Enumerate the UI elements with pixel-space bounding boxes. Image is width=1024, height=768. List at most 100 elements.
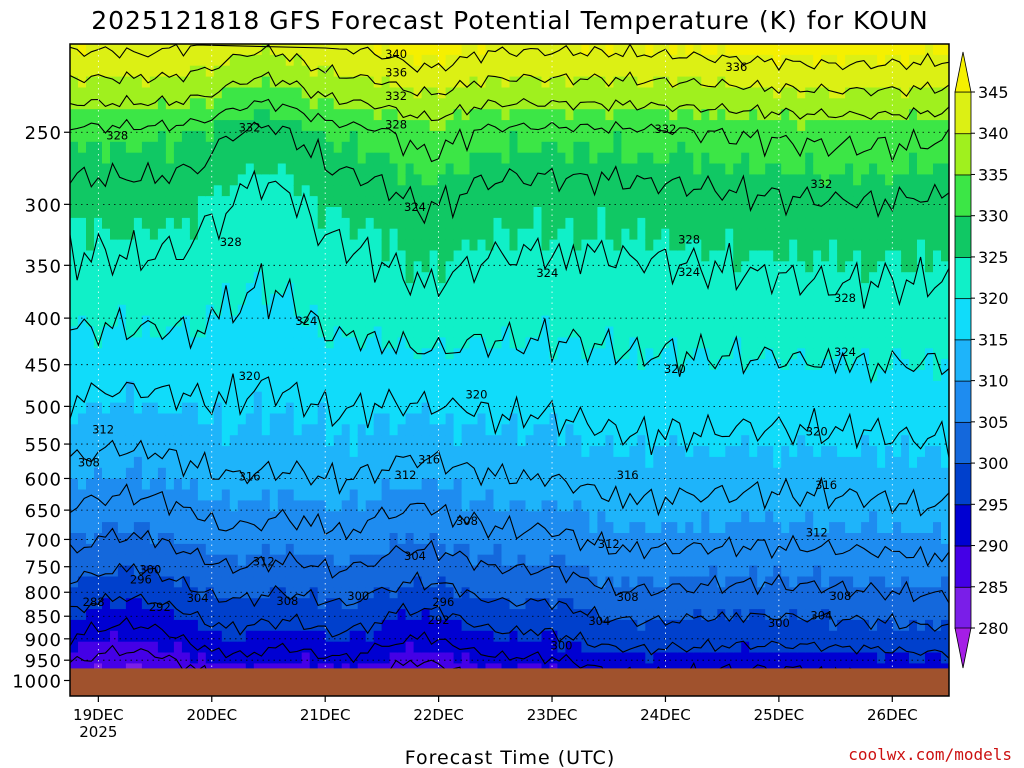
x-tick-label: 24DEC	[640, 706, 691, 724]
colorbar-label: 340	[978, 124, 1009, 143]
contour-line	[70, 263, 949, 384]
contour-label: 308	[829, 589, 851, 603]
contour-label: 296	[432, 595, 454, 609]
contour-label: 328	[220, 235, 242, 249]
plot-frame	[69, 43, 950, 697]
contour-label: 300	[347, 589, 369, 603]
contour-label: 328	[106, 128, 128, 142]
contour-line	[70, 121, 949, 225]
contour-label: 324	[295, 314, 317, 328]
contour-line	[70, 98, 949, 163]
below-ground-shading	[70, 668, 949, 696]
colorbar-label: 330	[978, 207, 1009, 226]
contour-label: 316	[418, 453, 440, 467]
colorbar-label: 320	[978, 289, 1009, 308]
y-tick-label: 750	[25, 558, 62, 579]
contour-line	[70, 527, 949, 604]
contour-label: 312	[395, 468, 417, 482]
x-tick-label: 25DEC	[754, 706, 805, 724]
colorbar-label: 305	[978, 413, 1009, 432]
y-tick-label: 650	[25, 501, 62, 522]
contour-label: 328	[385, 117, 407, 131]
y-tick-label: 700	[25, 530, 62, 551]
colorbar-segment	[954, 586, 972, 629]
colorbar-extend-high	[954, 51, 972, 93]
y-tick-label: 850	[25, 607, 62, 628]
contour-label: 332	[385, 89, 407, 103]
contour-label: 300	[551, 638, 573, 652]
contour-label: 292	[149, 600, 171, 614]
x-tick-label: 20DEC	[186, 706, 237, 724]
contour-label: 312	[92, 422, 114, 436]
colorbar-segment	[954, 256, 972, 300]
contour-line	[70, 169, 949, 309]
x-tick-label: 19DEC	[73, 706, 124, 724]
x-tick-label: 21DEC	[300, 706, 351, 724]
contour-label: 340	[385, 47, 407, 61]
contour-label: 316	[239, 469, 261, 483]
contour-labels: 340 336 336 332 332 332 332 328 328 328 328 328 324 3…	[78, 47, 856, 653]
contour-label: 336	[725, 60, 747, 74]
contour-label: 324	[678, 265, 700, 279]
y-tick-label: 900	[25, 630, 62, 651]
y-axis-ticks: 2503003504004505005506006507007508008509…	[12, 123, 70, 692]
contour-label: 328	[678, 233, 700, 247]
contour-label: 300	[139, 562, 161, 576]
contour-label: 332	[654, 122, 676, 136]
y-tick-label: 500	[25, 397, 62, 418]
grid-lines	[70, 44, 949, 696]
contour-label: 308	[617, 590, 639, 604]
colorbar-segment	[954, 380, 972, 423]
colorbar-segment	[954, 174, 972, 217]
contour-label: 324	[404, 200, 426, 214]
colorbar-extend-low	[954, 627, 972, 669]
y-tick-label: 950	[25, 651, 62, 672]
contour-line	[70, 44, 949, 98]
contour-label: 316	[617, 468, 639, 482]
colorbar-segment	[954, 503, 972, 547]
colorbar-segment	[954, 132, 972, 176]
contour-line	[70, 562, 949, 632]
colorbar-segment	[954, 215, 972, 258]
colorbar-segment	[954, 338, 972, 382]
contour-label: 336	[385, 66, 407, 80]
y-tick-label: 400	[25, 309, 62, 330]
contour-label: 312	[598, 537, 620, 551]
x-tick-label: 22DEC	[413, 706, 464, 724]
colorbar-label: 285	[978, 578, 1009, 597]
contour-line	[70, 483, 949, 567]
colorbar-segment	[954, 545, 972, 588]
x-tick-label: 26DEC	[867, 706, 918, 724]
contour-label: 316	[815, 478, 837, 492]
contour-label: 328	[834, 291, 856, 305]
contour-label: 332	[810, 177, 832, 191]
contour-line	[70, 71, 949, 122]
colorbar: 280 285 290 295 300 305 310 315 320 325 330 335 340 3…	[954, 51, 1009, 669]
y-tick-label: 800	[25, 583, 62, 604]
chart-title: 2025121818 GFS Forecast Potential Temper…	[91, 6, 929, 35]
contour-label: 304	[187, 591, 209, 605]
y-tick-label: 450	[25, 356, 62, 377]
y-tick-label: 350	[25, 256, 62, 277]
colorbar-label: 300	[978, 454, 1009, 473]
contour-label: 320	[465, 387, 487, 401]
y-tick-label: 1000	[12, 671, 62, 692]
colorbar-segment	[954, 421, 972, 464]
y-tick-label: 550	[25, 435, 62, 456]
contour-label: 304	[404, 549, 426, 563]
y-tick-label: 250	[25, 123, 62, 144]
contour-line	[70, 592, 949, 659]
contour-label: 332	[239, 120, 261, 134]
contour-label: 320	[806, 425, 828, 439]
colorbar-label: 295	[978, 495, 1009, 514]
colorbar-segment	[954, 297, 972, 341]
contour-label: 304	[810, 608, 832, 622]
contour-line	[70, 44, 949, 73]
y-tick-label: 600	[25, 469, 62, 490]
credit-link[interactable]: coolwx.com/models	[848, 745, 1012, 764]
contour-label: 312	[253, 554, 275, 568]
contour-label: 324	[834, 345, 856, 359]
colorbar-segment	[954, 462, 972, 506]
contour-line	[70, 373, 949, 458]
contour-label: 324	[536, 266, 558, 280]
